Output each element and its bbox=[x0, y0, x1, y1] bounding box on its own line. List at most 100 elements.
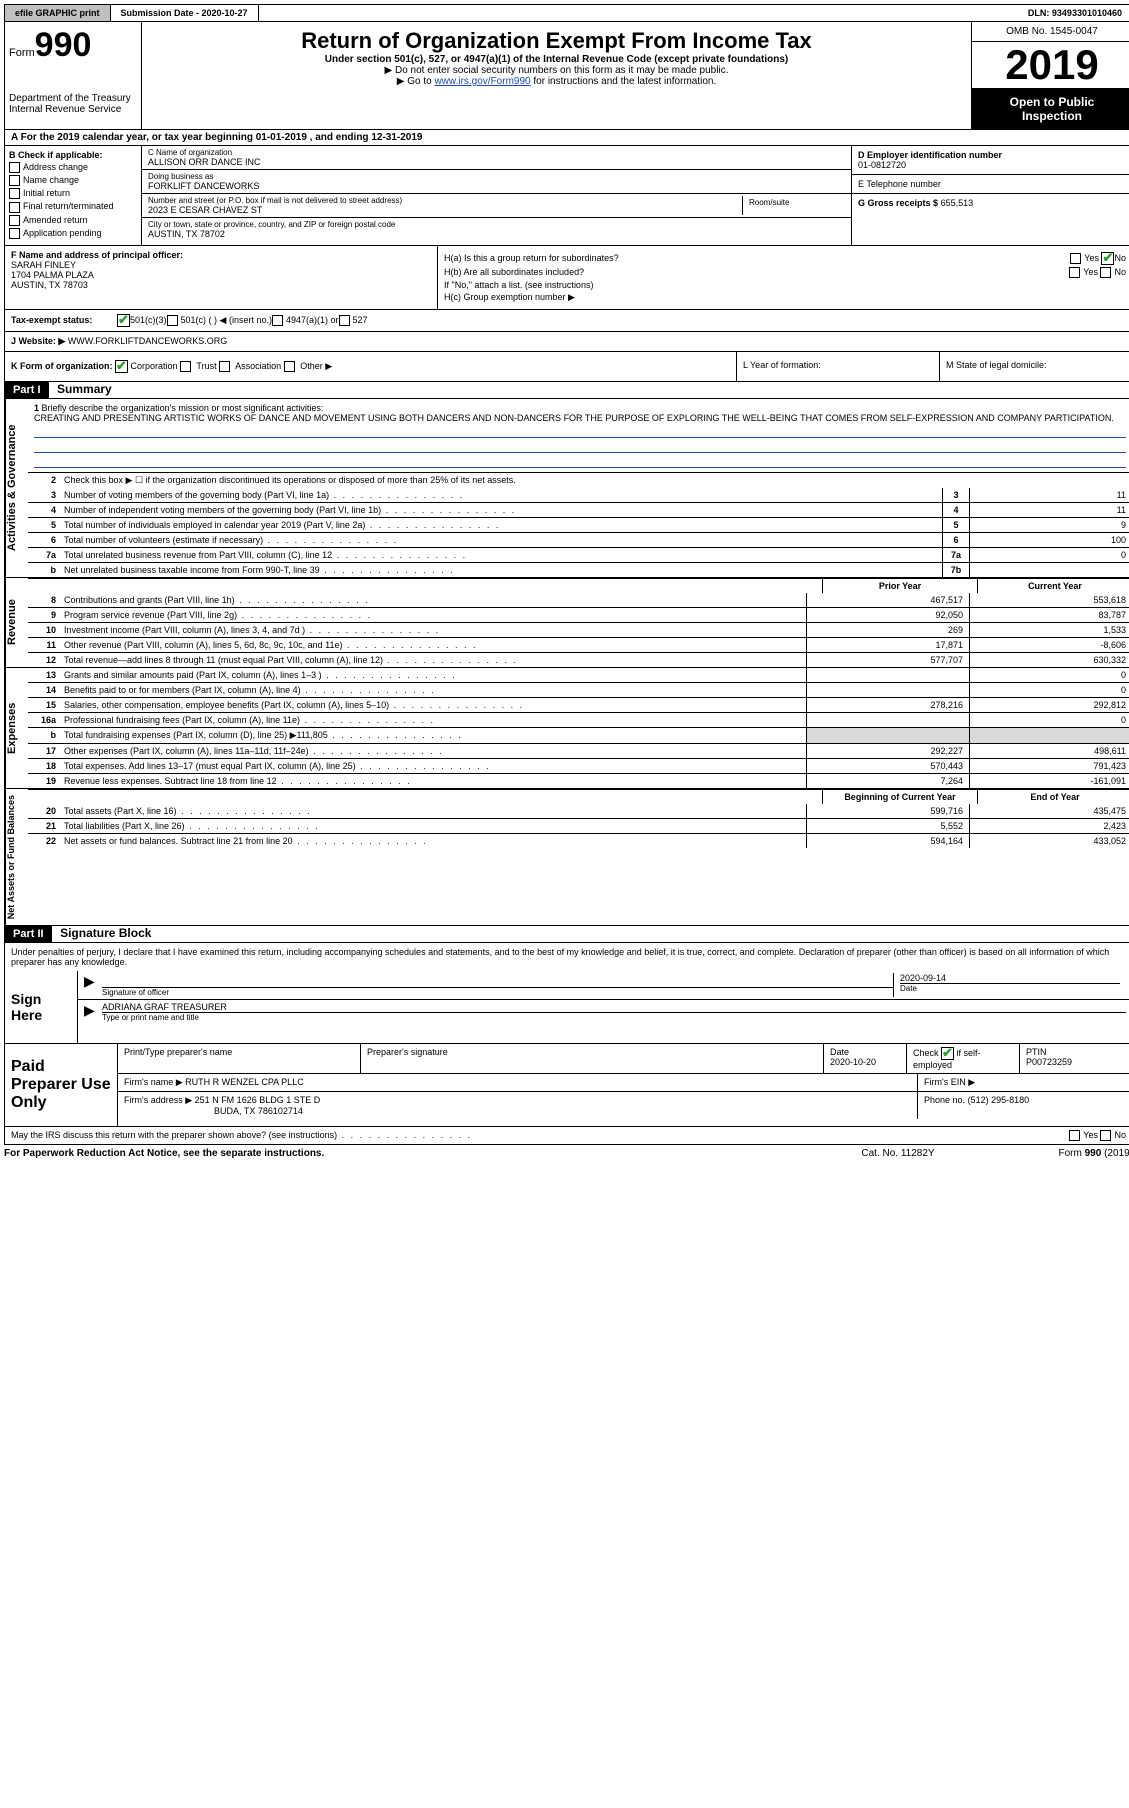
revenue-tab: Revenue bbox=[5, 578, 28, 667]
room-label: Room/suite bbox=[742, 196, 845, 215]
taxex-501c3-checked[interactable] bbox=[117, 314, 130, 327]
table-row: 14 Benefits paid to or for members (Part… bbox=[28, 682, 1129, 697]
k-label: K Form of organization: bbox=[11, 361, 113, 371]
sig-intro: Under penalties of perjury, I declare th… bbox=[5, 943, 1129, 971]
website-row: J Website: ▶ WWW.FORKLIFTDANCEWORKS.ORG bbox=[4, 332, 1129, 352]
checkbox-amended[interactable] bbox=[9, 215, 20, 226]
part2-header: Part II Signature Block bbox=[4, 926, 1129, 943]
dln-label: DLN: 93493301010460 bbox=[1018, 5, 1129, 21]
k-trust[interactable] bbox=[180, 361, 191, 372]
irs-label: Internal Revenue Service bbox=[9, 104, 137, 115]
mission-block: 1 Briefly describe the organization's mi… bbox=[28, 399, 1129, 472]
part1-header: Part I Summary bbox=[4, 382, 1129, 399]
k-l-m-row: K Form of organization: Corporation Trus… bbox=[4, 352, 1129, 382]
activities-grid: Activities & Governance 1 Briefly descri… bbox=[4, 399, 1129, 578]
hc-label: H(c) Group exemption number ▶ bbox=[444, 292, 575, 303]
current-year-head: Current Year bbox=[977, 579, 1129, 593]
form-year-block: OMB No. 1545-0047 2019 Open to PublicIns… bbox=[972, 22, 1129, 129]
table-row: b Net unrelated business taxable income … bbox=[28, 562, 1129, 577]
firmaddr-label: Firm's address ▶ bbox=[124, 1095, 192, 1105]
k-corp-checked[interactable] bbox=[115, 360, 128, 373]
taxex-501c[interactable] bbox=[167, 315, 178, 326]
k-assoc[interactable] bbox=[219, 361, 230, 372]
table-row: 20 Total assets (Part X, line 16) 599,71… bbox=[28, 804, 1129, 818]
table-row: 10 Investment income (Part VIII, column … bbox=[28, 622, 1129, 637]
m-state: M State of legal domicile: bbox=[939, 352, 1129, 381]
firmname-value: RUTH R WENZEL CPA PLLC bbox=[185, 1077, 304, 1087]
may-no[interactable] bbox=[1100, 1130, 1111, 1141]
city-label: City or town, state or province, country… bbox=[148, 220, 845, 229]
table-row: 4 Number of independent voting members o… bbox=[28, 502, 1129, 517]
prep-date-head: Date bbox=[830, 1047, 900, 1057]
section-de: D Employer identification number 01-0812… bbox=[851, 146, 1129, 245]
ha-no-checked[interactable] bbox=[1101, 252, 1114, 265]
note-goto: ▶ Go to www.irs.gov/Form990 for instruct… bbox=[148, 76, 965, 87]
netassets-tab: Net Assets or Fund Balances bbox=[5, 789, 28, 925]
city-value: AUSTIN, TX 78702 bbox=[148, 229, 845, 239]
org-name-label: C Name of organization bbox=[148, 148, 845, 157]
ha-yes[interactable] bbox=[1070, 253, 1081, 264]
hb-yes[interactable] bbox=[1069, 267, 1080, 278]
activities-tab: Activities & Governance bbox=[5, 399, 28, 577]
sig-date-label: Date bbox=[900, 984, 1120, 993]
taxex-527[interactable] bbox=[339, 315, 350, 326]
checkbox-name-change[interactable] bbox=[9, 175, 20, 186]
form-subtitle: Under section 501(c), 527, or 4947(a)(1)… bbox=[148, 54, 965, 65]
self-employed-checked[interactable] bbox=[941, 1047, 954, 1060]
table-row: 9 Program service revenue (Part VIII, li… bbox=[28, 607, 1129, 622]
checkbox-initial-return[interactable] bbox=[9, 188, 20, 199]
sig-date: 2020-09-14 bbox=[900, 973, 1120, 984]
table-row: 16a Professional fundraising fees (Part … bbox=[28, 712, 1129, 727]
mission-label: Briefly describe the organization's miss… bbox=[42, 403, 324, 413]
table-row: 12 Total revenue—add lines 8 through 11 … bbox=[28, 652, 1129, 667]
dba-value: FORKLIFT DANCEWORKS bbox=[148, 181, 845, 191]
end-year-head: End of Year bbox=[977, 790, 1129, 804]
section-b: B Check if applicable: Address change Na… bbox=[5, 146, 142, 245]
prior-year-head: Prior Year bbox=[822, 579, 977, 593]
efile-print-button[interactable]: efile GRAPHIC print bbox=[5, 5, 111, 21]
note-ssn: ▶ Do not enter social security numbers o… bbox=[148, 65, 965, 76]
prep-date-val: 2020-10-20 bbox=[830, 1057, 900, 1067]
ha-label: H(a) Is this a group return for subordin… bbox=[444, 253, 619, 263]
table-row: 22 Net assets or fund balances. Subtract… bbox=[28, 833, 1129, 848]
gross-label: G Gross receipts $ bbox=[858, 198, 938, 208]
website-label: J Website: ▶ bbox=[11, 336, 65, 346]
may-yes[interactable] bbox=[1069, 1130, 1080, 1141]
part2-badge: Part II bbox=[5, 926, 52, 942]
gross-value: 655,513 bbox=[941, 198, 974, 208]
officer-addr2: AUSTIN, TX 78703 bbox=[11, 280, 431, 290]
hb-no[interactable] bbox=[1100, 267, 1111, 278]
sig-officer-label: Signature of officer bbox=[102, 988, 893, 997]
form-id-block: Form990 Department of the Treasury Inter… bbox=[5, 22, 142, 129]
section-c: C Name of organization ALLISON ORR DANCE… bbox=[142, 146, 851, 245]
taxex-4947[interactable] bbox=[272, 315, 283, 326]
arrow-icon: ▶ bbox=[84, 1002, 102, 1022]
irs-link[interactable]: www.irs.gov/Form990 bbox=[434, 76, 530, 87]
section-b-label: B Check if applicable: bbox=[9, 150, 137, 160]
k-other[interactable] bbox=[284, 361, 295, 372]
ptin-value: P00723259 bbox=[1026, 1057, 1126, 1067]
table-row: 6 Total number of volunteers (estimate i… bbox=[28, 532, 1129, 547]
tax-year: 2019 bbox=[972, 42, 1129, 89]
addr-value: 2023 E CESAR CHAVEZ ST bbox=[148, 205, 742, 215]
form-header: Form990 Department of the Treasury Inter… bbox=[4, 22, 1129, 130]
table-row: 7a Total unrelated business revenue from… bbox=[28, 547, 1129, 562]
dept-label: Department of the Treasury bbox=[9, 93, 137, 104]
table-row: 8 Contributions and grants (Part VIII, l… bbox=[28, 593, 1129, 607]
firmaddr1: 251 N FM 1626 BLDG 1 STE D bbox=[195, 1095, 321, 1105]
sig-name: ADRIANA GRAF TREASURER bbox=[102, 1002, 1126, 1013]
mission-text: CREATING AND PRESENTING ARTISTIC WORKS O… bbox=[34, 413, 1114, 423]
org-name: ALLISON ORR DANCE INC bbox=[148, 157, 845, 167]
officer-name: SARAH FINLEY bbox=[11, 260, 431, 270]
form-prefix: Form bbox=[9, 47, 35, 59]
page-footer: For Paperwork Reduction Act Notice, see … bbox=[4, 1145, 1129, 1162]
checkbox-pending[interactable] bbox=[9, 228, 20, 239]
prep-sig-head: Preparer's signature bbox=[361, 1044, 824, 1073]
section-f: F Name and address of principal officer:… bbox=[5, 246, 438, 309]
form-footer: Form 990 (2019) bbox=[973, 1148, 1129, 1159]
l-year: L Year of formation: bbox=[736, 352, 939, 381]
checkbox-final-return[interactable] bbox=[9, 202, 20, 213]
firmname-label: Firm's name ▶ bbox=[124, 1077, 183, 1087]
part1-title: Summary bbox=[51, 382, 118, 396]
checkbox-address-change[interactable] bbox=[9, 162, 20, 173]
